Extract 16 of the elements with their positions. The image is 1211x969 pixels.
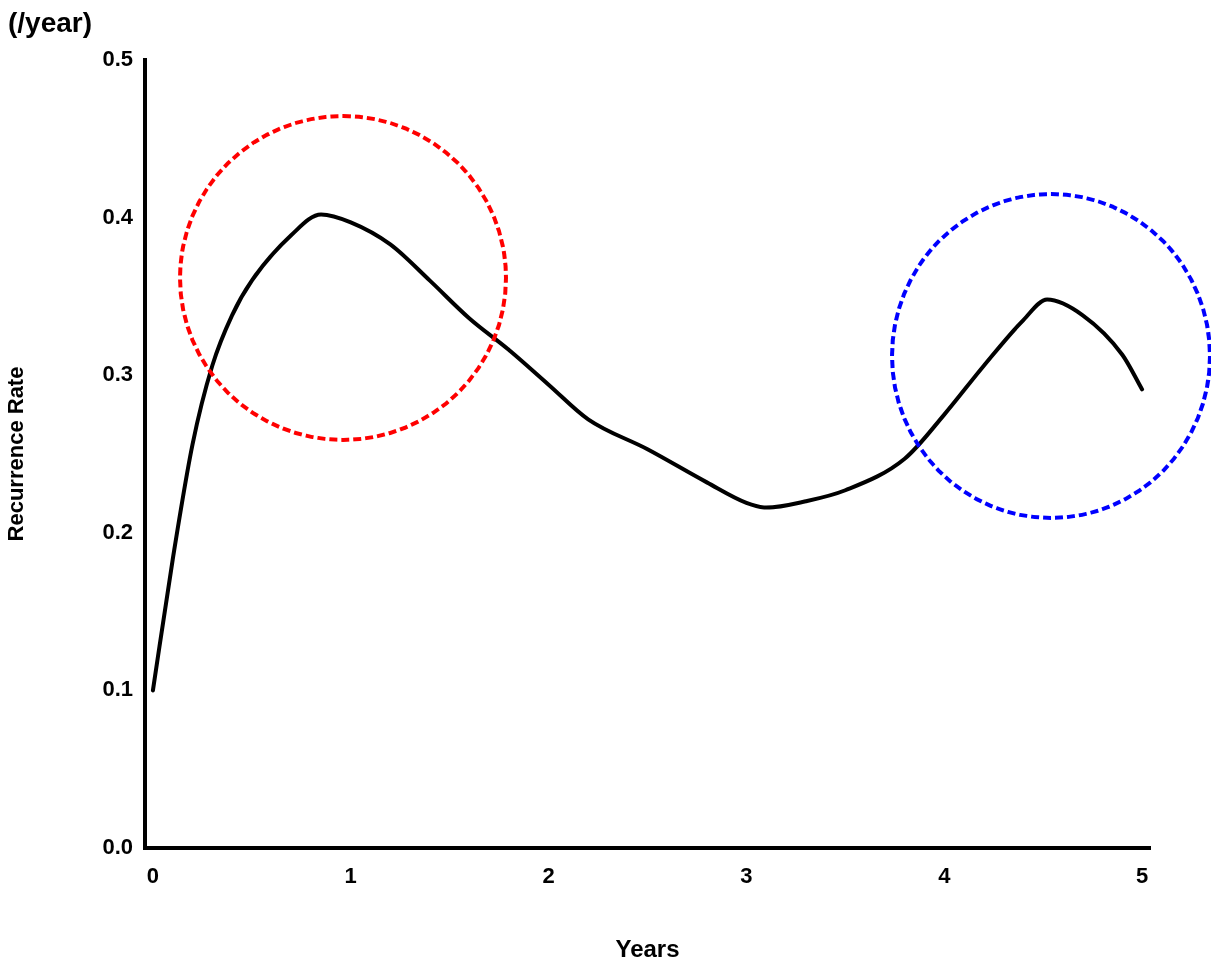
- y-tick-label: 0.1: [102, 676, 133, 702]
- y-tick-label: 0.3: [102, 361, 133, 387]
- y-tick-label: 0.2: [102, 518, 133, 544]
- text: (/year): [8, 6, 93, 38]
- x-tick-label: 1: [344, 863, 357, 889]
- y-tick-label: 0.0: [102, 834, 133, 860]
- x-tick-label: 2: [542, 863, 555, 889]
- x-tick-label: 3: [740, 863, 753, 889]
- y-tick-label: 0.5: [102, 46, 133, 72]
- x-tick-label: 5: [1135, 863, 1149, 889]
- x-tick-label: 4: [938, 863, 952, 889]
- y-tick-label: 0.4: [102, 203, 134, 229]
- line-series: [150, 212, 1145, 693]
- x-axis-title: Years: [615, 935, 680, 963]
- x-tick-label: 0: [146, 863, 160, 889]
- y-axis-title: Recurrence Rate: [3, 366, 29, 542]
